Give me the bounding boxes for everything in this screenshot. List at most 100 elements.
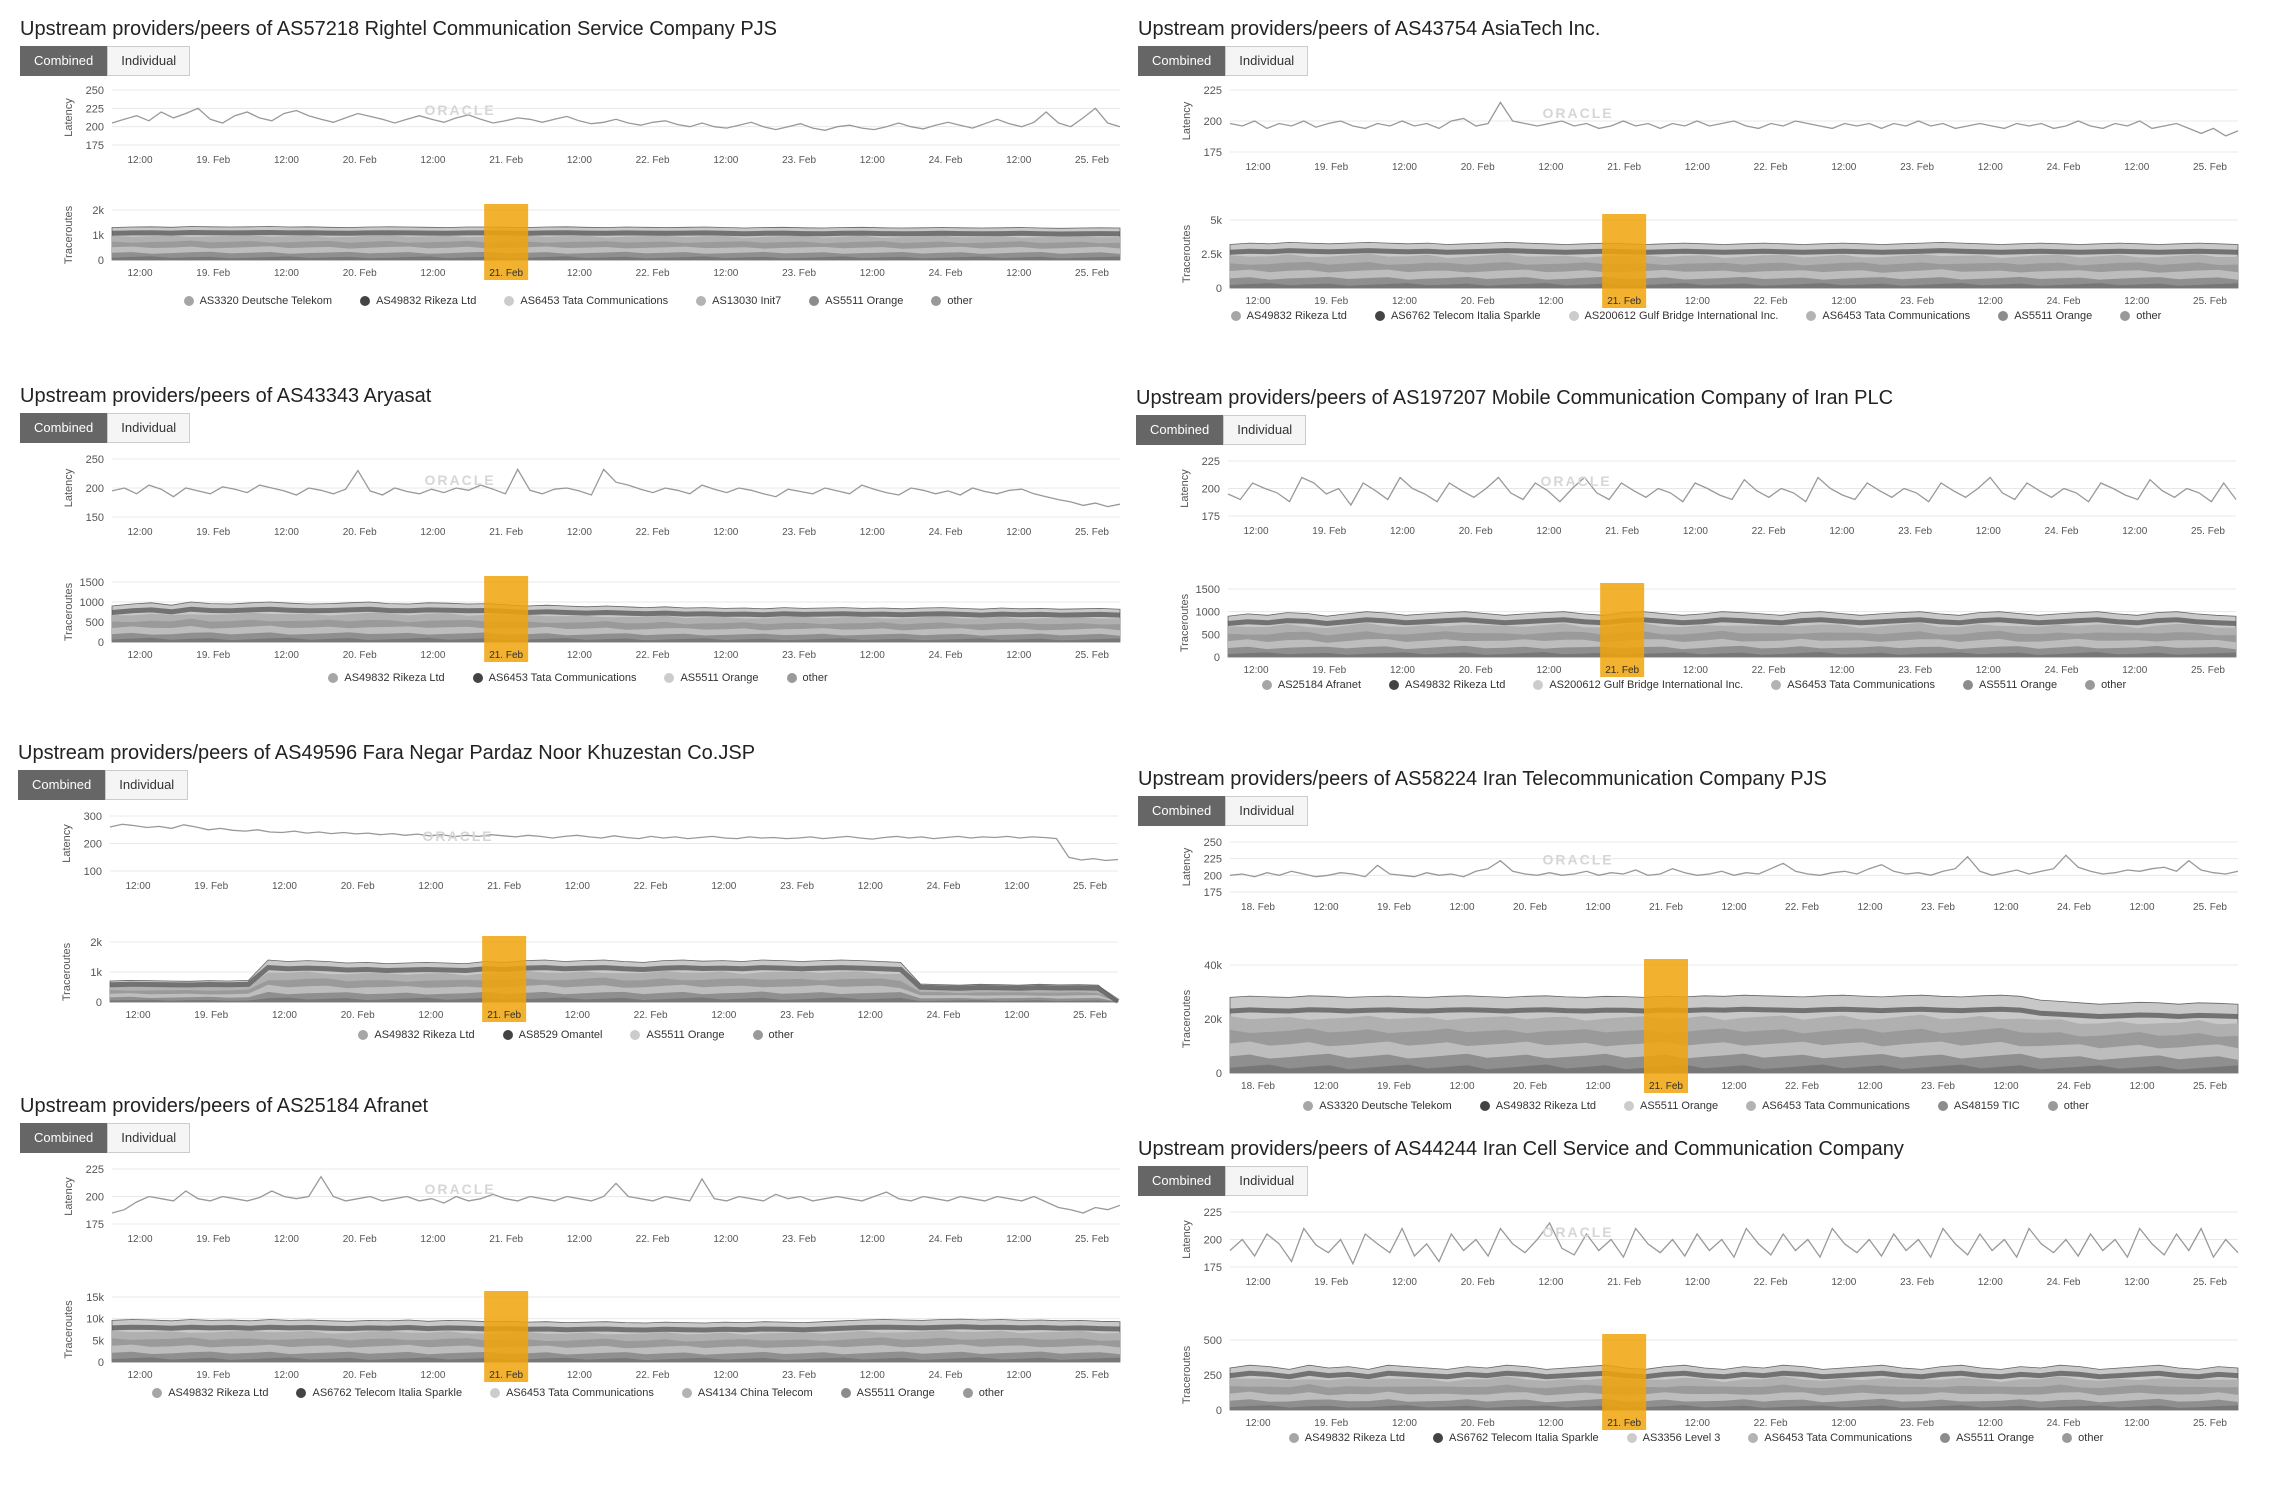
legend-item[interactable]: AS49832 Rikeza Ltd [358,1029,475,1041]
latency-line [1229,1221,2239,1266]
legend-item[interactable]: AS6762 Telecom Italia Sparkle [296,1387,462,1399]
x-tick-label: 24. Feb [927,881,961,892]
legend-item[interactable]: AS49832 Rikeza Ltd [1230,310,1347,322]
combined-button[interactable]: Combined [1138,1166,1226,1196]
legend-item[interactable]: AS8529 Omantel [502,1029,602,1041]
legend-label: other [947,295,973,307]
legend-item[interactable]: AS6453 Tata Communications [1748,1432,1912,1444]
legend-item[interactable]: AS6762 Telecom Italia Sparkle [1433,1432,1599,1444]
chart-title: Upstream providers/peers of AS57218 Righ… [20,18,778,40]
individual-button[interactable]: Individual [1225,46,1309,76]
view-toggle: Combined Individual [18,770,189,800]
individual-button[interactable]: Individual [107,413,191,443]
legend-item[interactable]: AS49832 Rikeza Ltd [152,1387,268,1399]
x-tick-label: 12:00 [1313,1081,1338,1092]
legend-item[interactable]: AS4134 China Telecom [681,1387,813,1399]
individual-button[interactable]: Individual [105,770,189,800]
traceroutes-area-band [110,997,1118,1002]
legend-marker [360,296,371,306]
legend-item[interactable]: other [2120,310,2161,322]
legend-item[interactable]: AS3320 Deutsche Telekom [1303,1100,1452,1112]
x-tick-label: 12:00 [858,881,883,892]
x-tick-label: 12:00 [1006,268,1031,279]
legend-item[interactable]: AS5511 Orange [1998,310,2092,322]
legend-item[interactable]: other [962,1387,1004,1399]
highlight-bar [1602,214,1647,308]
highlight-tick-label: 21. Feb [1605,665,1639,676]
x-tick-label: 25. Feb [1073,1010,1107,1021]
chart-area[interactable]: 225 200 175 Latency ORACLE 12:00 19. Feb 12:00 2… [1136,449,2252,729]
legend-item[interactable]: AS49832 Rikeza Ltd [1288,1432,1405,1444]
combined-button[interactable]: Combined [1136,415,1224,445]
legend-label: other [2078,1432,2104,1444]
legend-item[interactable]: AS6762 Telecom Italia Sparkle [1374,310,1541,322]
legend-item[interactable]: AS49832 Rikeza Ltd [1479,1100,1596,1112]
combined-button[interactable]: Combined [1138,46,1226,76]
legend-item[interactable]: other [786,672,828,684]
combined-button[interactable]: Combined [20,413,108,443]
traceroutes-area-band [1230,1405,2238,1410]
legend-label: AS3320 Deutsche Telekom [199,295,333,307]
legend-item[interactable]: AS5511 Orange [840,1387,935,1399]
combined-button[interactable]: Combined [20,46,108,76]
traceroutes-area-band [1230,283,2238,288]
chart-area[interactable]: 250 225 200 175 Latency ORACLE 18. Feb 12:00 19.… [1138,830,2254,1110]
individual-button[interactable]: Individual [107,46,191,76]
legend-item[interactable]: other [752,1029,794,1041]
combined-button[interactable]: Combined [1138,796,1226,826]
chart-area[interactable]: 225 200 175 Latency ORACLE 12:00 19. Feb 12:00 2… [1138,1200,2254,1480]
individual-button[interactable]: Individual [1225,796,1309,826]
chart-area[interactable]: 250 225 200 175 Latency ORACLE 12:00 19. Feb 12:… [20,80,1136,350]
x-tick-label: 12:00 [565,1010,590,1021]
legend-item[interactable]: AS5511 Orange [809,295,903,307]
individual-button[interactable]: Individual [107,1123,191,1153]
legend-item[interactable]: AS13030 Init7 [696,295,781,307]
legend-item[interactable]: AS5511 Orange [664,672,759,684]
legend-item[interactable]: AS6453 Tata Communications [1746,1100,1910,1112]
legend-marker [1748,1433,1759,1443]
chart-area[interactable]: 225 200 175 Latency ORACLE 12:00 19. Feb 12:00 2… [1138,80,2254,360]
legend-item[interactable]: AS6453 Tata Communications [1771,679,1935,691]
x-tick-label: 23. Feb [782,1234,816,1245]
legend-item[interactable]: AS5511 Orange [630,1029,725,1041]
x-tick-label: 22. Feb [1754,296,1788,307]
legend-item[interactable]: AS49832 Rikeza Ltd [1389,679,1505,691]
legend-item[interactable]: other [931,295,972,307]
legend-item[interactable]: AS6453 Tata Communications [490,1387,654,1399]
legend-item[interactable]: AS49832 Rikeza Ltd [360,295,476,307]
legend-item[interactable]: AS6453 Tata Communications [1806,310,1970,322]
chart-area[interactable]: 300 200 100 Latency ORACLE 12:00 19. Feb 12:00 2… [18,804,1134,1074]
x-tick-label: 23. Feb [782,527,816,538]
legend-item[interactable]: AS5511 Orange [1962,679,2057,691]
y-tick-label: 0 [96,997,102,1009]
x-tick-label: 12:00 [1392,296,1417,307]
individual-button[interactable]: Individual [1223,415,1307,445]
legend-item[interactable]: AS48159 TIC [1937,1100,2020,1112]
y-tick-label: 150 [86,512,104,524]
x-tick-label: 22. Feb [636,155,670,166]
combined-button[interactable]: Combined [18,770,106,800]
legend-item[interactable]: AS200612 Gulf Bridge International Inc. [1533,679,1743,691]
x-tick-label: 12:00 [860,1234,885,1245]
individual-button[interactable]: Individual [1225,1166,1309,1196]
legend-item[interactable]: AS6453 Tata Communications [504,295,668,307]
legend-item[interactable]: AS200612 Gulf Bridge International Inc. [1568,310,1778,322]
legend-item[interactable]: AS3320 Deutsche Telekom [183,295,333,307]
legend-item[interactable]: AS6453 Tata Communications [472,672,636,684]
legend-item[interactable]: other [2062,1432,2103,1444]
chart-area[interactable]: 225 200 175 Latency ORACLE 12:00 19. Feb 12:00 2… [20,1157,1136,1427]
legend-item[interactable]: AS49832 Rikeza Ltd [328,672,445,684]
legend: AS25184 Afranet AS49832 Rikeza Ltd AS20061… [1136,679,2252,691]
oracle-watermark: ORACLE [424,1181,495,1197]
legend-item[interactable]: AS5511 Orange [1940,1432,2034,1444]
legend-item[interactable]: AS5511 Orange [1624,1100,1718,1112]
x-tick-label: 12:00 [1536,665,1561,676]
chart-area[interactable]: 250 200 150 Latency ORACLE 12:00 19. Feb 12:00 2… [20,447,1136,717]
legend-item[interactable]: other [2047,1100,2089,1112]
legend-item[interactable]: AS3356 Level 3 [1626,1432,1720,1444]
x-tick-label: 12:00 [1829,526,1854,537]
combined-button[interactable]: Combined [20,1123,108,1153]
legend-item[interactable]: other [2085,679,2126,691]
legend-item[interactable]: AS25184 Afranet [1261,679,1361,691]
y-tick-label: 0 [1216,1068,1222,1080]
